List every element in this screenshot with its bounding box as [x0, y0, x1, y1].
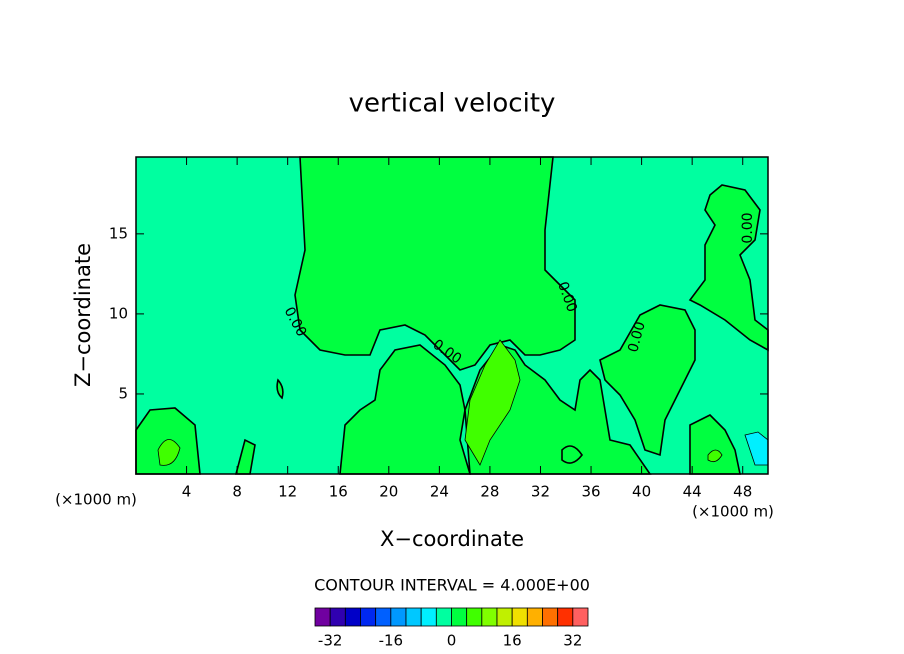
plot-frame	[135, 156, 769, 475]
x-unit-label: (×1000 m)	[692, 503, 774, 521]
chart-title: vertical velocity	[349, 89, 556, 119]
contour-fill	[562, 446, 582, 464]
colorbar-tick-label: -32	[318, 632, 343, 650]
colorbar-box	[360, 607, 377, 627]
colorbar-box	[542, 607, 559, 627]
contour-line	[294, 156, 576, 371]
colorbar-tick-label: 32	[563, 632, 582, 650]
colorbar-box	[435, 607, 452, 627]
contour-line	[157, 439, 181, 466]
x-tick-label: 40	[632, 483, 651, 501]
contour-line	[339, 344, 472, 475]
colorbar-box	[466, 607, 483, 627]
contour-fill	[745, 432, 768, 465]
contour-fill	[158, 439, 180, 466]
colorbar-box	[390, 607, 407, 627]
colorbar-box	[511, 607, 528, 627]
x-tick-label: 16	[329, 483, 348, 501]
contour-line	[599, 304, 696, 457]
x-tick-label: 32	[531, 483, 550, 501]
contour-line	[464, 339, 521, 466]
contour-label: 0.00	[740, 212, 756, 243]
colorbar-box	[481, 607, 498, 627]
colorbar-tick-label: 0	[447, 632, 457, 650]
contour-line	[561, 445, 583, 464]
contour-label: 0.00	[625, 320, 649, 354]
colorbar-tick-label: -16	[379, 632, 404, 650]
colorbar-box	[526, 607, 543, 627]
x-tick-label: 8	[232, 483, 242, 501]
x-tick-label: 20	[379, 483, 398, 501]
colorbar-tick-label: 16	[503, 632, 522, 650]
y-tick-label: 15	[109, 224, 128, 242]
colorbar-box	[557, 607, 574, 627]
colorbar-box	[451, 607, 468, 627]
colorbar-box	[572, 607, 589, 627]
x-tick-label: 24	[430, 483, 449, 501]
x-tick-label: 48	[733, 483, 752, 501]
colorbar-box	[496, 607, 513, 627]
colorbar-box	[405, 607, 422, 627]
contour-fill	[465, 340, 520, 465]
x-tick-label: 36	[581, 483, 600, 501]
y-unit-label: (×1000 m)	[55, 491, 137, 509]
colorbar-box	[344, 607, 361, 627]
contour-interval: CONTOUR INTERVAL = 4.000E+00	[314, 576, 590, 595]
contour-fill	[340, 345, 470, 474]
y-tick-label: 10	[109, 304, 128, 322]
contour-fill	[708, 450, 722, 462]
colorbar-box	[314, 607, 331, 627]
contour-fill	[690, 415, 740, 474]
x-tick-label: 44	[683, 483, 702, 501]
x-axis-label: X−coordinate	[380, 527, 524, 551]
plot-area	[135, 156, 769, 475]
contour-line	[707, 449, 723, 463]
colorbar-box	[375, 607, 392, 627]
colorbar-box	[329, 607, 346, 627]
x-tick-label: 28	[480, 483, 499, 501]
contour-line	[276, 378, 284, 400]
colorbar-box	[420, 607, 437, 627]
contour-fill	[295, 157, 575, 370]
x-tick-label: 12	[278, 483, 297, 501]
contour-fill	[600, 305, 695, 455]
contour-fill	[690, 185, 768, 350]
contour-fill	[236, 440, 255, 474]
y-axis-label: Z−coordinate	[71, 243, 95, 387]
y-tick-label: 5	[118, 384, 128, 402]
x-tick-label: 4	[182, 483, 192, 501]
